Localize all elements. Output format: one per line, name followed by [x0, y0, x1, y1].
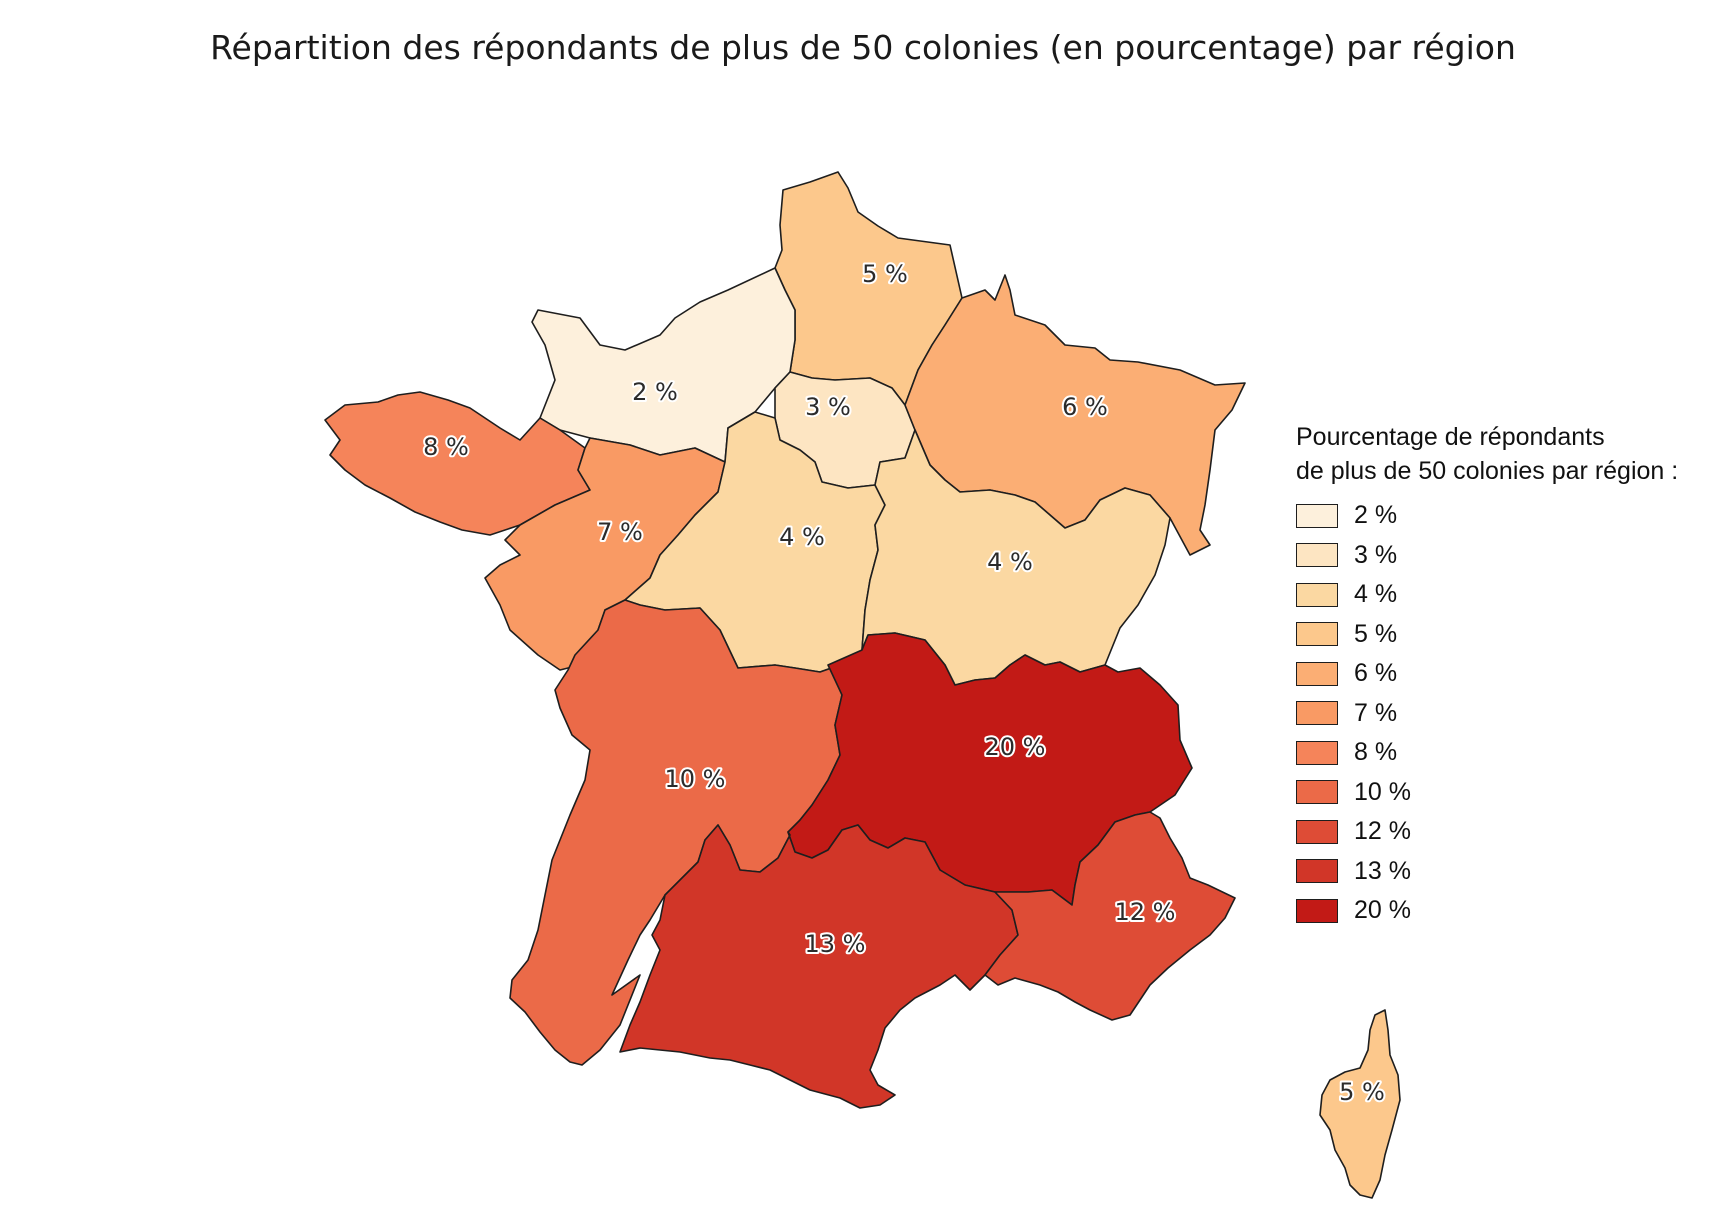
legend-label: 8 % — [1354, 738, 1398, 767]
legend-swatch — [1296, 503, 1338, 528]
legend-item: 3 % — [1296, 536, 1716, 576]
region-label-normandie: 2 % — [632, 378, 678, 406]
region-label-ile-de-france: 3 % — [805, 393, 851, 421]
legend-label: 13 % — [1354, 856, 1411, 885]
legend-label: 20 % — [1354, 896, 1411, 925]
region-nouvelle-aquitaine[interactable]: 10 % — [509, 599, 843, 1066]
region-label-paca: 12 % — [1115, 898, 1176, 926]
legend-item: 8 % — [1296, 733, 1716, 773]
region-label-centre-val-de-loire: 4 % — [779, 523, 825, 551]
legend-label: 3 % — [1354, 540, 1398, 569]
legend-swatch — [1296, 898, 1338, 923]
legend-item: 6 % — [1296, 654, 1716, 694]
region-label-pays-de-la-loire: 7 % — [597, 518, 643, 546]
region-occitanie[interactable]: 13 % — [619, 824, 1019, 1109]
region-bourgogne-franche-comte[interactable]: 4 % — [861, 429, 1171, 686]
region-centre-val-de-loire[interactable]: 4 % — [624, 411, 886, 673]
region-corse[interactable]: 5 % — [1319, 1009, 1401, 1199]
region-label-nouvelle-aquitaine: 10 % — [665, 765, 726, 793]
legend-swatch — [1296, 819, 1338, 844]
legend-label: 7 % — [1354, 698, 1398, 727]
legend-item: 20 % — [1296, 891, 1716, 931]
legend-swatch — [1296, 740, 1338, 765]
region-label-occitanie: 13 % — [805, 930, 866, 958]
map-title: Répartition des répondants de plus de 50… — [210, 28, 1516, 67]
legend-swatch — [1296, 661, 1338, 686]
legend-item: 7 % — [1296, 694, 1716, 734]
legend-swatch — [1296, 859, 1338, 884]
legend-label: 10 % — [1354, 777, 1411, 806]
legend-item: 10 % — [1296, 773, 1716, 813]
legend-swatch — [1296, 543, 1338, 568]
region-paca[interactable]: 12 % — [984, 811, 1236, 1021]
region-label-bretagne: 8 % — [423, 433, 469, 461]
legend-item: 4 % — [1296, 575, 1716, 615]
legend-label: 2 % — [1354, 501, 1398, 530]
legend: Pourcentage de répondants de plus de 50 … — [1296, 420, 1716, 931]
legend-swatch — [1296, 582, 1338, 607]
region-auvergne-rhone-alpes[interactable]: 20 % — [787, 632, 1193, 906]
legend-item: 12 % — [1296, 812, 1716, 852]
region-label-bourgogne-franche-comte: 4 % — [987, 548, 1033, 576]
legend-label: 12 % — [1354, 817, 1411, 846]
legend-label: 6 % — [1354, 659, 1398, 688]
region-label-grand-est: 6 % — [1062, 393, 1108, 421]
legend-items: 2 % 3 % 4 % 5 % 6 % 7 % 8 % 10 % 12 % 13 % 20 % — [1296, 496, 1716, 931]
legend-swatch — [1296, 701, 1338, 726]
legend-title-line1: Pourcentage de répondants — [1296, 423, 1605, 451]
legend-title: Pourcentage de répondants de plus de 50 … — [1296, 420, 1716, 488]
legend-label: 4 % — [1354, 580, 1398, 609]
region-label-hauts-de-france: 5 % — [862, 260, 908, 288]
legend-item: 5 % — [1296, 615, 1716, 655]
legend-label: 5 % — [1354, 619, 1398, 648]
legend-title-line2: de plus de 50 colonies par région : — [1296, 457, 1679, 485]
region-label-auvergne-rhone-alpes: 20 % — [985, 733, 1046, 761]
region-label-corse: 5 % — [1339, 1078, 1385, 1106]
legend-item: 13 % — [1296, 852, 1716, 892]
legend-swatch — [1296, 622, 1338, 647]
legend-item: 2 % — [1296, 496, 1716, 536]
legend-swatch — [1296, 780, 1338, 805]
